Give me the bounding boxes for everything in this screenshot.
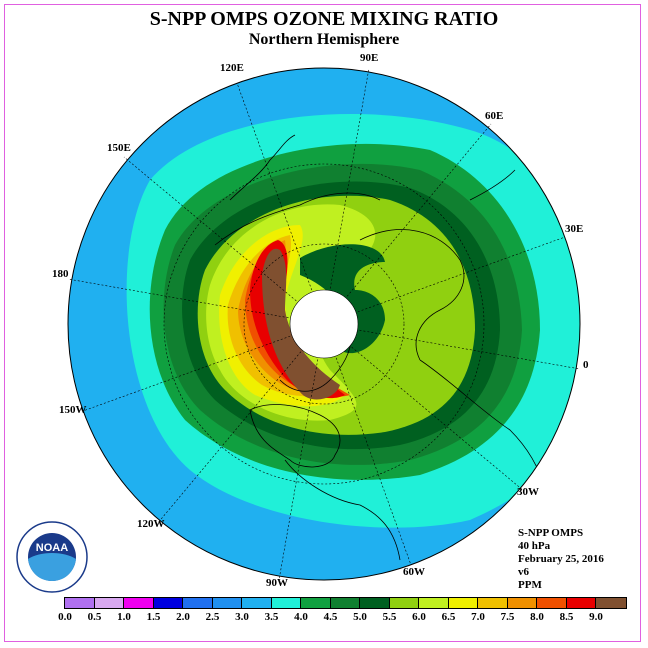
- colorbar-tick-label: 3.0: [235, 611, 249, 623]
- colorbar-swatch: [271, 598, 301, 608]
- colorbar-tick-label: 8.5: [559, 611, 574, 623]
- lon-label-90e: 90E: [360, 52, 379, 64]
- colorbar-tick-label: 1.0: [117, 611, 131, 623]
- plot-frame: [4, 4, 641, 642]
- colorbar: [64, 597, 627, 609]
- lon-label-120w: 120W: [137, 518, 165, 530]
- colorbar-tick-label: 1.5: [146, 611, 161, 623]
- lon-label-90w: 90W: [266, 577, 288, 589]
- map-boundary: [67, 67, 581, 581]
- noaa-logo: NOAA: [16, 521, 88, 593]
- colorbar-swatch: [507, 598, 537, 608]
- colorbar-swatch: [360, 598, 390, 608]
- colorbar-swatch: [537, 598, 567, 608]
- colorbar-tick-label: 2.5: [205, 611, 220, 623]
- colorbar-swatch: [419, 598, 449, 608]
- map-title: S-NPP OMPS OZONE MIXING RATIO: [149, 8, 499, 30]
- colorbar-tick-label: 4.5: [323, 611, 338, 623]
- colorbar-tick-label: 9.0: [589, 611, 603, 623]
- colorbar-tick-label: 4.0: [294, 611, 308, 623]
- colorbar-tick-label: 3.5: [264, 611, 279, 623]
- colorbar-swatch: [448, 598, 478, 608]
- logo-text: NOAA: [36, 542, 68, 554]
- colorbar-swatch: [478, 598, 508, 608]
- lon-label-60e: 60E: [485, 110, 504, 122]
- contour-9-0: [262, 248, 340, 400]
- lon-label-30e: 30E: [565, 223, 584, 235]
- lon-label-120e: 120E: [220, 62, 244, 74]
- lon-label-180: 180: [52, 268, 69, 280]
- colorbar-swatch: [242, 598, 272, 608]
- ozone-contours: [68, 68, 580, 580]
- colorbar-tick-label: 2.0: [176, 611, 190, 623]
- colorbar-swatch: [596, 598, 626, 608]
- lon-label-0: 0: [583, 359, 589, 371]
- colorbar-tick-label: 7.5: [500, 611, 515, 623]
- units-label: PPM: [518, 579, 542, 591]
- colorbar-tick-label: 8.0: [530, 611, 544, 623]
- colorbar-swatch: [94, 598, 124, 608]
- instrument-label: S-NPP OMPS: [518, 527, 584, 539]
- colorbar-tick-label: 5.0: [353, 611, 367, 623]
- pressure-level: 40 hPa: [518, 540, 551, 552]
- colorbar-tick-label: 0.5: [87, 611, 102, 623]
- observation-date: February 25, 2016: [518, 553, 604, 565]
- colorbar-tick-label: 0.0: [58, 611, 72, 623]
- colorbar-swatch: [65, 598, 95, 608]
- colorbar-tick-label: 6.5: [441, 611, 456, 623]
- product-version: v6: [518, 566, 529, 578]
- colorbar-swatch: [301, 598, 331, 608]
- colorbar-swatch: [183, 598, 213, 608]
- lon-label-150e: 150E: [107, 142, 131, 154]
- lon-label-150w: 150W: [59, 404, 87, 416]
- colorbar-swatch: [389, 598, 419, 608]
- colorbar-tick-label: 7.0: [471, 611, 485, 623]
- colorbar-swatch: [330, 598, 360, 608]
- colorbar-tick-label: 6.0: [412, 611, 426, 623]
- colorbar-tick-label: 5.5: [382, 611, 397, 623]
- colorbar-swatch: [153, 598, 183, 608]
- lon-label-30w: 30W: [517, 486, 539, 498]
- colorbar-swatch: [566, 598, 596, 608]
- graticule: [67, 67, 581, 581]
- lon-label-60w: 60W: [403, 566, 425, 578]
- colorbar-swatch: [212, 598, 242, 608]
- map-subtitle: Northern Hemisphere: [248, 31, 400, 48]
- metadata-panel: S-NPP OMPS 40 hPa February 25, 2016 v6 P…: [518, 527, 604, 592]
- polar-data-gap: [289, 289, 359, 359]
- colorbar-swatch: [124, 598, 154, 608]
